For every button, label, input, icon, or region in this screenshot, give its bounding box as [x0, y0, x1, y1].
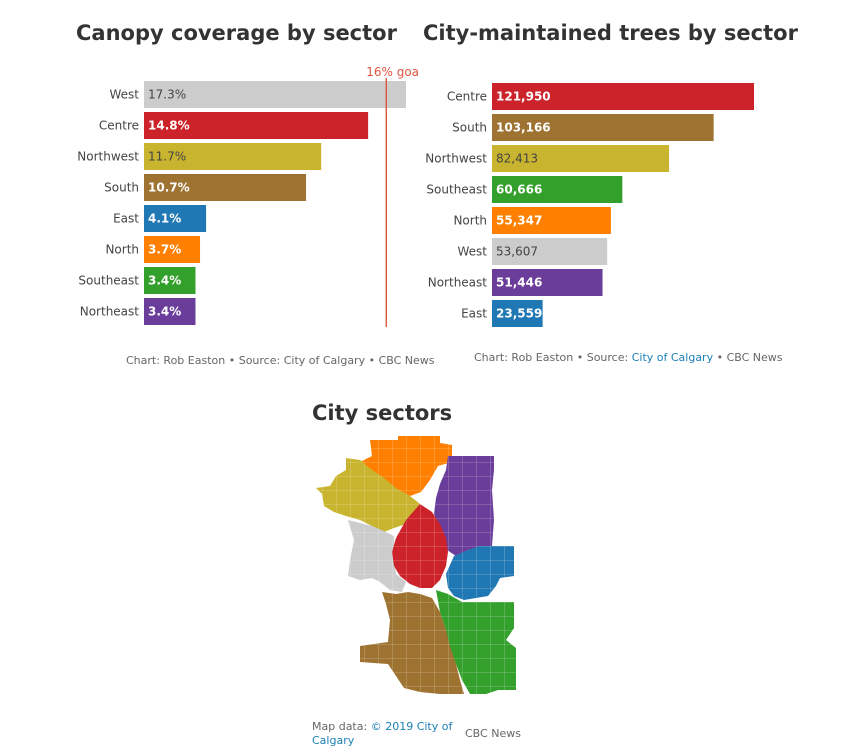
category-label-west: West	[457, 245, 487, 259]
map-credit-org: CBC News	[465, 727, 521, 740]
data-label-northeast: 3.4%	[148, 305, 181, 319]
category-label-north: North	[453, 214, 487, 228]
data-label-west: 17.3%	[148, 88, 186, 102]
category-label-northeast: Northeast	[428, 276, 488, 290]
bar-southeast	[492, 176, 623, 203]
map-credit-link-line2[interactable]: Calgary	[312, 734, 355, 747]
category-label-centre: Centre	[99, 119, 139, 133]
data-label-southeast: 3.4%	[148, 274, 181, 288]
bar-east	[492, 300, 543, 327]
bar-centre	[144, 112, 369, 139]
canopy-credit-org: CBC News	[378, 354, 435, 367]
goal-label: 16% goal	[366, 65, 420, 79]
data-label-south: 103,166	[496, 121, 551, 135]
category-label-centre: Centre	[447, 90, 487, 104]
category-label-north: North	[105, 243, 139, 257]
bar-centre	[492, 83, 754, 110]
data-label-northeast: 51,446	[496, 276, 542, 290]
trees-credit-org: CBC News	[726, 351, 783, 364]
bar-north	[144, 236, 201, 263]
trees-chart-title: City-maintained trees by sector	[423, 21, 798, 45]
data-label-northwest: 82,413	[496, 152, 538, 166]
trees-credit-chart: Chart: Rob Easton	[474, 351, 574, 364]
category-label-east: East	[113, 212, 139, 226]
canopy-credit-chart: Chart: Rob Easton	[126, 354, 226, 367]
data-label-east: 4.1%	[148, 212, 181, 226]
map-title: City sectors	[312, 401, 453, 425]
data-label-north: 3.7%	[148, 243, 181, 257]
map-credit-prefix: Map data:	[312, 720, 371, 733]
data-label-south: 10.7%	[148, 181, 190, 195]
bar-northeast	[492, 269, 603, 296]
trees-credit: Chart: Rob Easton • Source: City of Calg…	[474, 351, 783, 364]
map-credit: Map data: © 2019 City of Calgary	[312, 720, 452, 748]
category-label-southeast: Southeast	[78, 274, 139, 288]
bar-south	[144, 174, 307, 201]
canopy-chart: West 17.3% Centre 14.8% Northwest 11.7% South 1…	[77, 65, 420, 327]
city-sectors-map	[310, 430, 525, 700]
data-label-north: 55,347	[496, 214, 542, 228]
data-label-southeast: 60,666	[496, 183, 542, 197]
map-credit-link-line1[interactable]: © 2019 City of	[370, 720, 453, 733]
category-label-west: West	[109, 88, 139, 102]
data-label-centre: 14.8%	[148, 119, 190, 133]
category-label-south: South	[104, 181, 139, 195]
bar-west	[144, 81, 406, 108]
bar-northwest	[144, 143, 322, 170]
category-label-northeast: Northeast	[80, 305, 140, 319]
trees-credit-source-link[interactable]: City of Calgary	[631, 351, 714, 364]
data-label-west: 53,607	[496, 245, 538, 259]
bar-west	[492, 238, 608, 265]
trees-credit-source-prefix: Source:	[586, 351, 632, 364]
data-label-east: 23,559	[496, 307, 542, 321]
data-label-centre: 121,950	[496, 90, 551, 104]
bar-northwest	[492, 145, 670, 172]
bar-north	[492, 207, 611, 234]
category-label-east: East	[461, 307, 487, 321]
category-label-northwest: Northwest	[77, 150, 139, 164]
bar-south	[492, 114, 714, 141]
canopy-credit: Chart: Rob Easton • Source: City of Calg…	[126, 354, 435, 367]
trees-chart: Centre 121,950 South 103,166 Northwest 82,413…	[425, 83, 754, 327]
category-label-south: South	[452, 121, 487, 135]
bar-east	[144, 205, 207, 232]
bar-northeast	[144, 298, 196, 325]
canopy-chart-title: Canopy coverage by sector	[76, 21, 397, 45]
category-label-northwest: Northwest	[425, 152, 487, 166]
data-label-northwest: 11.7%	[148, 150, 186, 164]
canopy-credit-source: Source: City of Calgary	[238, 354, 366, 367]
category-label-southeast: Southeast	[426, 183, 487, 197]
bar-southeast	[144, 267, 196, 294]
